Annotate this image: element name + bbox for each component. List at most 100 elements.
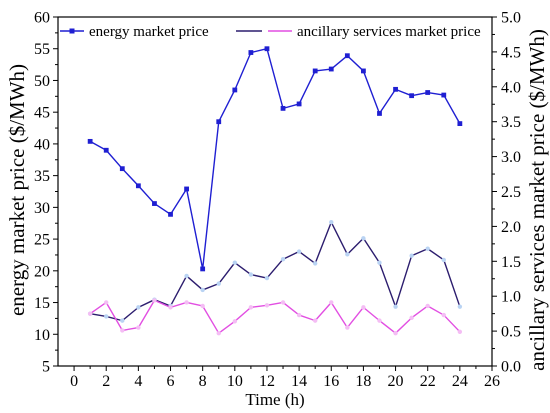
x-tick-label: 2 <box>102 373 110 390</box>
ancillary-services-market-price-point <box>296 312 302 318</box>
legend-marker-energy-market-price <box>69 28 75 34</box>
energy-market-price-point <box>232 87 238 93</box>
left-y-tick-label: 25 <box>34 232 50 249</box>
second-series-point <box>280 257 286 262</box>
second-series-point <box>377 260 382 265</box>
right-y-tick-label: 1.5 <box>501 254 521 271</box>
ancillary-services-market-price-series <box>87 298 463 336</box>
ancillary-services-market-price-point <box>216 330 221 336</box>
x-tick-label: 8 <box>199 373 207 390</box>
plot-frame <box>57 16 493 367</box>
ancillary-services-market-price-line <box>89 299 461 334</box>
second-series-point <box>441 257 446 263</box>
energy-market-price-point <box>377 111 382 116</box>
x-tick-label: 10 <box>227 373 243 390</box>
x-tick-label: 22 <box>420 373 436 390</box>
x-tick-label: 26 <box>484 373 500 390</box>
energy-market-price-line <box>89 48 461 270</box>
second-series-point <box>425 246 430 251</box>
right-y-tick-label: 0.0 <box>501 359 521 376</box>
energy-market-price-point <box>119 166 125 172</box>
ancillary-services-market-price-point <box>457 329 463 334</box>
energy-market-price-point <box>409 93 415 99</box>
ancillary-services-market-price-point <box>264 303 270 308</box>
energy-market-price-point <box>296 101 302 107</box>
energy-market-price-point <box>393 86 398 92</box>
right-y-tick-label: 2.0 <box>501 219 521 236</box>
right-y-tick-label: 4.0 <box>501 79 521 96</box>
right-y-tick-label: 0.5 <box>501 324 521 341</box>
ancillary-services-market-price-point <box>248 305 254 310</box>
second-series-point <box>184 273 189 279</box>
x-tick-label: 4 <box>134 373 142 390</box>
ancillary-services-market-price-point <box>393 330 398 336</box>
legend-label-ancillary-services-market-price: ancillary services market price <box>297 24 481 40</box>
left-y-tick-label: 40 <box>34 136 50 153</box>
energy-market-price-point <box>216 119 222 125</box>
energy-market-price-point <box>200 266 206 272</box>
left-y-axis: 5 10 15 20 25 30 35 40 45 50 55 60 <box>34 10 58 376</box>
right-y-axis-title: ancillary services market price ($/MWh) <box>525 29 549 371</box>
x-tick-label: 14 <box>291 373 307 390</box>
x-axis: 0 2 4 6 8 10 12 14 16 18 20 22 24 26 <box>70 366 500 390</box>
energy-market-price-point <box>457 121 463 127</box>
right-y-tick-label: 5.0 <box>501 10 521 27</box>
second-series-line <box>90 221 461 322</box>
left-y-tick-label: 30 <box>34 200 50 217</box>
ancillary-services-market-price-point <box>441 312 446 318</box>
energy-market-price-series <box>87 46 463 272</box>
left-y-tick-label: 20 <box>34 263 50 280</box>
second-series-point <box>312 261 318 266</box>
right-y-tick-label: 2.5 <box>501 184 521 201</box>
ancillary-services-market-price-point <box>425 303 430 309</box>
ancillary-services-market-price-point <box>280 300 286 305</box>
left-y-tick-label: 15 <box>34 295 50 312</box>
ancillary-services-market-price-point <box>361 305 366 310</box>
ancillary-services-market-price-point <box>120 328 125 333</box>
energy-market-price-point <box>184 186 189 192</box>
ancillary-services-market-price-point <box>200 303 205 309</box>
second-series-series <box>87 220 463 323</box>
left-y-tick-label: 60 <box>34 10 50 27</box>
second-series-point <box>216 281 221 286</box>
ancillary-services-market-price-point <box>312 318 318 323</box>
right-y-tick-label: 3.0 <box>501 149 521 166</box>
series-layer <box>87 46 463 336</box>
ancillary-services-market-price-point <box>104 300 109 305</box>
left-y-tick-label: 35 <box>34 168 50 185</box>
energy-market-price-point <box>135 183 141 189</box>
x-tick-label: 16 <box>323 373 339 390</box>
second-series-point <box>393 304 398 309</box>
energy-market-price-point <box>441 92 447 98</box>
second-series-point <box>232 260 238 265</box>
second-series-point <box>200 287 205 293</box>
second-series-point <box>248 272 254 277</box>
energy-market-price-point <box>87 138 93 144</box>
second-series-point <box>329 220 334 225</box>
ancillary-services-market-price-point <box>168 305 173 310</box>
x-axis-title: Time (h) <box>245 390 304 409</box>
energy-market-price-point <box>264 46 270 52</box>
second-series-point <box>136 305 141 310</box>
energy-market-price-point <box>328 66 334 72</box>
left-y-axis-title: energy market price ($/MWh) <box>5 64 29 316</box>
second-series-point <box>457 304 463 309</box>
left-y-tick-label: 45 <box>34 105 50 122</box>
energy-market-price-point <box>312 68 318 74</box>
ancillary-services-market-price-point <box>409 315 414 321</box>
second-series-point <box>345 252 350 257</box>
right-y-axis: 0.0 0.5 1.0 1.5 2.0 2.5 3.0 3.5 4.0 4.5 5.0 <box>492 10 521 376</box>
second-series-point <box>296 249 302 254</box>
x-tick-label: 18 <box>355 373 371 390</box>
right-y-tick-label: 1.0 <box>501 289 521 306</box>
energy-market-price-point <box>425 90 431 95</box>
ancillary-services-market-price-point <box>184 300 189 305</box>
ancillary-services-market-price-point <box>329 300 334 305</box>
x-tick-label: 6 <box>167 373 175 390</box>
energy-market-price-point <box>361 68 366 74</box>
energy-market-price-point <box>280 105 286 111</box>
energy-market-price-point <box>248 50 254 55</box>
left-y-tick-label: 50 <box>34 73 50 90</box>
second-series-point <box>409 253 414 258</box>
